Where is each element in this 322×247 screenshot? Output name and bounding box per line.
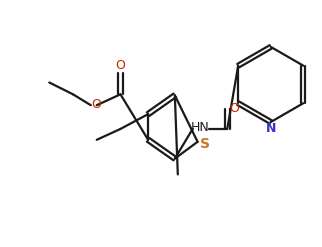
Text: HN: HN (191, 122, 210, 134)
Text: S: S (200, 137, 210, 151)
Text: O: O (116, 59, 125, 72)
Text: N: N (266, 123, 276, 135)
Text: O: O (229, 102, 239, 115)
Text: O: O (91, 98, 101, 111)
